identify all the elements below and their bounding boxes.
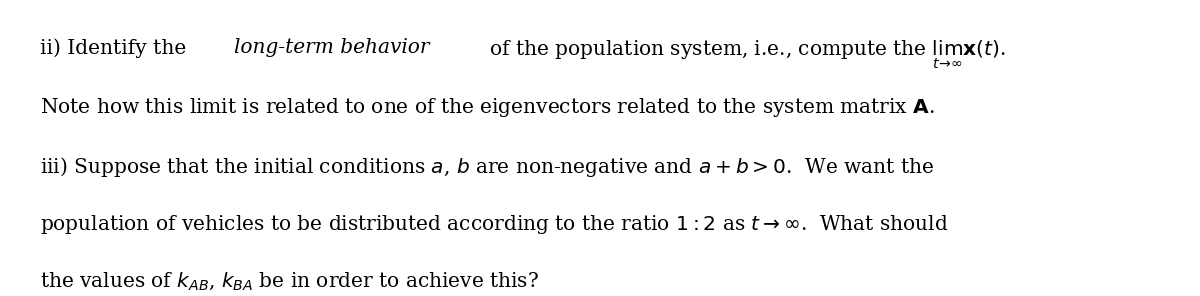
- Text: of the population system, i.e., compute the $\lim_{t\to\infty}\mathbf{x}(t)$.: of the population system, i.e., compute …: [484, 38, 1006, 71]
- Text: population of vehicles to be distributed according to the ratio $1:2$ as $t \to : population of vehicles to be distributed…: [40, 213, 948, 236]
- Text: long-term behavior: long-term behavior: [234, 38, 430, 57]
- Text: ii) Identify the: ii) Identify the: [40, 38, 192, 58]
- Text: Note how this limit is related to one of the eigenvectors related to the system : Note how this limit is related to one of…: [40, 96, 935, 120]
- Text: iii) Suppose that the initial conditions $a$, $b$ are non-negative and $a + b > : iii) Suppose that the initial conditions…: [40, 155, 934, 178]
- Text: the values of $k_{AB}$, $k_{BA}$ be in order to achieve this?: the values of $k_{AB}$, $k_{BA}$ be in o…: [40, 271, 539, 292]
